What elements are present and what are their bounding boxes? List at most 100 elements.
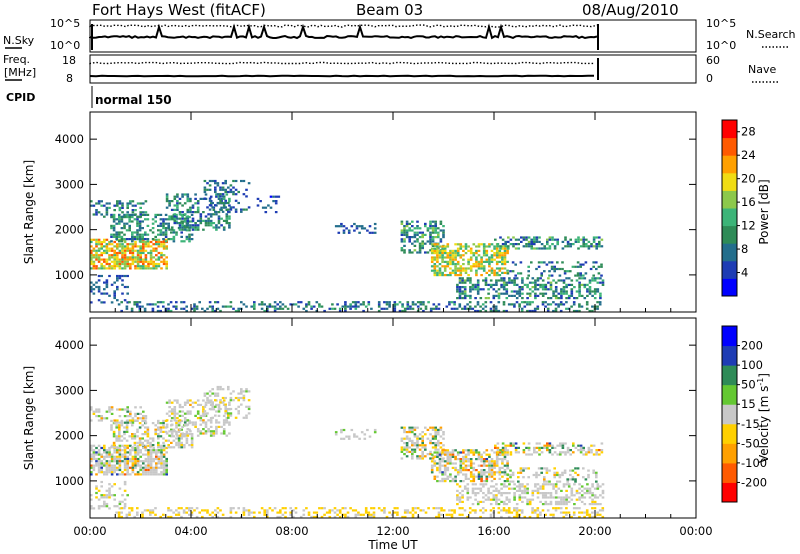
data-cell <box>579 245 583 248</box>
data-cell <box>471 509 475 512</box>
data-cell <box>597 265 601 268</box>
data-cell <box>446 460 450 463</box>
data-cell <box>528 503 532 506</box>
data-cell <box>434 444 437 447</box>
colorbar-tick-label: 28 <box>741 125 756 139</box>
data-cell <box>144 457 148 461</box>
data-cell <box>533 307 537 310</box>
data-cell <box>123 224 126 227</box>
data-cell <box>128 507 131 510</box>
data-cell <box>115 238 118 241</box>
data-cell <box>515 292 519 295</box>
data-cell <box>121 245 124 248</box>
data-cell <box>531 309 534 313</box>
data-cell <box>434 431 437 434</box>
data-cell <box>416 435 419 438</box>
data-cell <box>136 218 139 221</box>
data-cell <box>208 188 212 191</box>
data-cell <box>576 261 580 264</box>
data-cell <box>100 301 103 304</box>
data-cell <box>575 297 579 300</box>
data-cell <box>281 513 285 516</box>
data-cell <box>209 399 213 402</box>
data-cell <box>131 471 135 474</box>
data-cell <box>170 432 174 435</box>
data-cell <box>406 305 410 308</box>
data-cell <box>513 492 516 495</box>
data-cell <box>377 507 381 510</box>
data-cell <box>133 218 137 221</box>
data-cell <box>499 449 502 452</box>
colorbar-tick-label: 50 <box>741 378 756 392</box>
data-cell <box>170 228 174 231</box>
cpid-value: normal 150 <box>95 93 172 107</box>
data-cell <box>492 507 495 510</box>
data-cell <box>162 449 166 452</box>
data-cell <box>142 240 145 244</box>
data-cell <box>214 186 217 189</box>
data-cell <box>228 403 231 406</box>
data-cell <box>545 471 549 474</box>
data-cell <box>527 449 531 452</box>
data-cell <box>566 480 569 483</box>
data-cell <box>416 507 420 510</box>
data-cell <box>537 467 541 470</box>
data-cell <box>269 206 273 209</box>
data-cell <box>157 426 160 429</box>
data-cell <box>224 403 227 406</box>
data-cell <box>562 511 566 514</box>
data-cell <box>579 274 582 277</box>
data-cell <box>430 453 434 456</box>
data-cell <box>219 385 222 389</box>
data-cell <box>426 437 430 440</box>
data-cell <box>183 417 187 420</box>
data-cell <box>105 281 109 284</box>
data-cell <box>595 449 598 452</box>
data-cell <box>544 492 548 495</box>
data-cell <box>105 251 109 255</box>
data-cell <box>464 477 468 480</box>
data-cell <box>517 446 520 449</box>
data-cell <box>518 489 522 492</box>
data-cell <box>92 213 96 216</box>
data-cell <box>498 469 502 472</box>
data-cell <box>188 235 191 238</box>
data-cell <box>116 455 119 458</box>
data-cell <box>443 265 447 268</box>
data-cell <box>354 305 358 308</box>
data-cell <box>403 309 407 313</box>
data-cell <box>173 414 177 417</box>
data-cell <box>498 466 502 469</box>
data-cell <box>431 229 435 232</box>
data-cell <box>206 412 209 415</box>
data-cell <box>515 515 519 519</box>
data-cell <box>224 305 227 308</box>
data-cell <box>191 228 195 231</box>
data-cell <box>579 446 583 449</box>
data-cell <box>144 417 148 420</box>
data-cell <box>126 262 129 266</box>
data-cell <box>142 453 145 456</box>
power-colorbar-label: Power [dB] <box>757 179 771 244</box>
data-cell <box>538 446 541 449</box>
data-cell <box>289 507 292 510</box>
data-cell <box>521 500 524 503</box>
data-cell <box>118 277 122 280</box>
data-cell <box>456 286 459 289</box>
data-cell <box>108 483 111 486</box>
data-cell <box>437 433 440 436</box>
data-cell <box>526 498 529 501</box>
data-cell <box>438 267 442 270</box>
data-cell <box>133 301 136 304</box>
data-cell <box>500 292 503 295</box>
data-cell <box>421 453 424 456</box>
data-cell <box>467 464 470 467</box>
data-cell <box>112 430 116 433</box>
data-cell <box>477 458 481 461</box>
data-cell <box>403 307 407 310</box>
data-cell <box>165 401 169 404</box>
data-cell <box>162 422 165 425</box>
data-cell <box>357 301 360 304</box>
data-cell <box>217 408 221 411</box>
data-cell <box>464 243 468 246</box>
